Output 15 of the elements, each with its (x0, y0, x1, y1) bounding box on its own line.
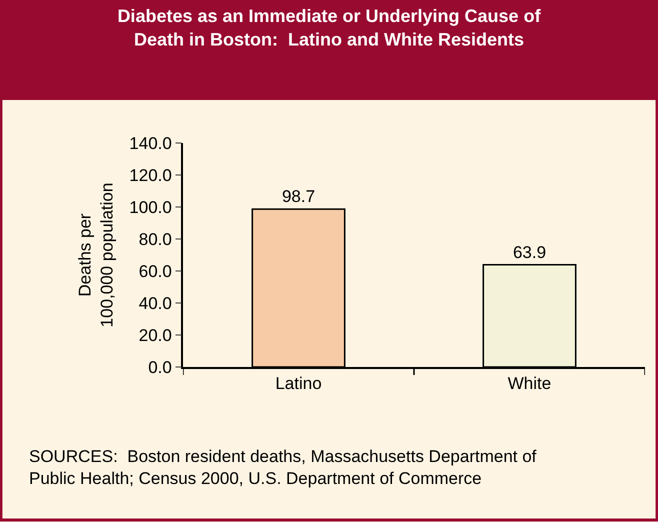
y-tick-label: 40.0 (138, 294, 172, 313)
y-tick-label: 80.0 (138, 230, 172, 249)
y-tick-label: 140.0 (129, 134, 172, 153)
x-tick-label: White (508, 374, 552, 394)
data-label: 63.9 (512, 242, 546, 262)
y-tick-label: 120.0 (129, 166, 172, 185)
chart-title: Diabetes as an Immediate or Underlying Cause of Death in Boston: Latino and White Residents (117, 6, 542, 50)
y-tick-label: 0.0 (148, 358, 172, 377)
x-tick-label: Latino (275, 374, 322, 394)
data-label: 98.7 (282, 187, 316, 206)
y-tick-label: 60.0 (138, 262, 172, 281)
y-tick-label: 100.0 (129, 198, 172, 217)
source-note: SOURCES: Boston resident deaths, Massachusetts Department of Public Health; Census 2000, U.S. Department of Commerce (29, 447, 537, 488)
y-tick-label: 20.0 (138, 326, 172, 345)
y-axis-title: Deaths per 100,000 population (75, 182, 116, 328)
